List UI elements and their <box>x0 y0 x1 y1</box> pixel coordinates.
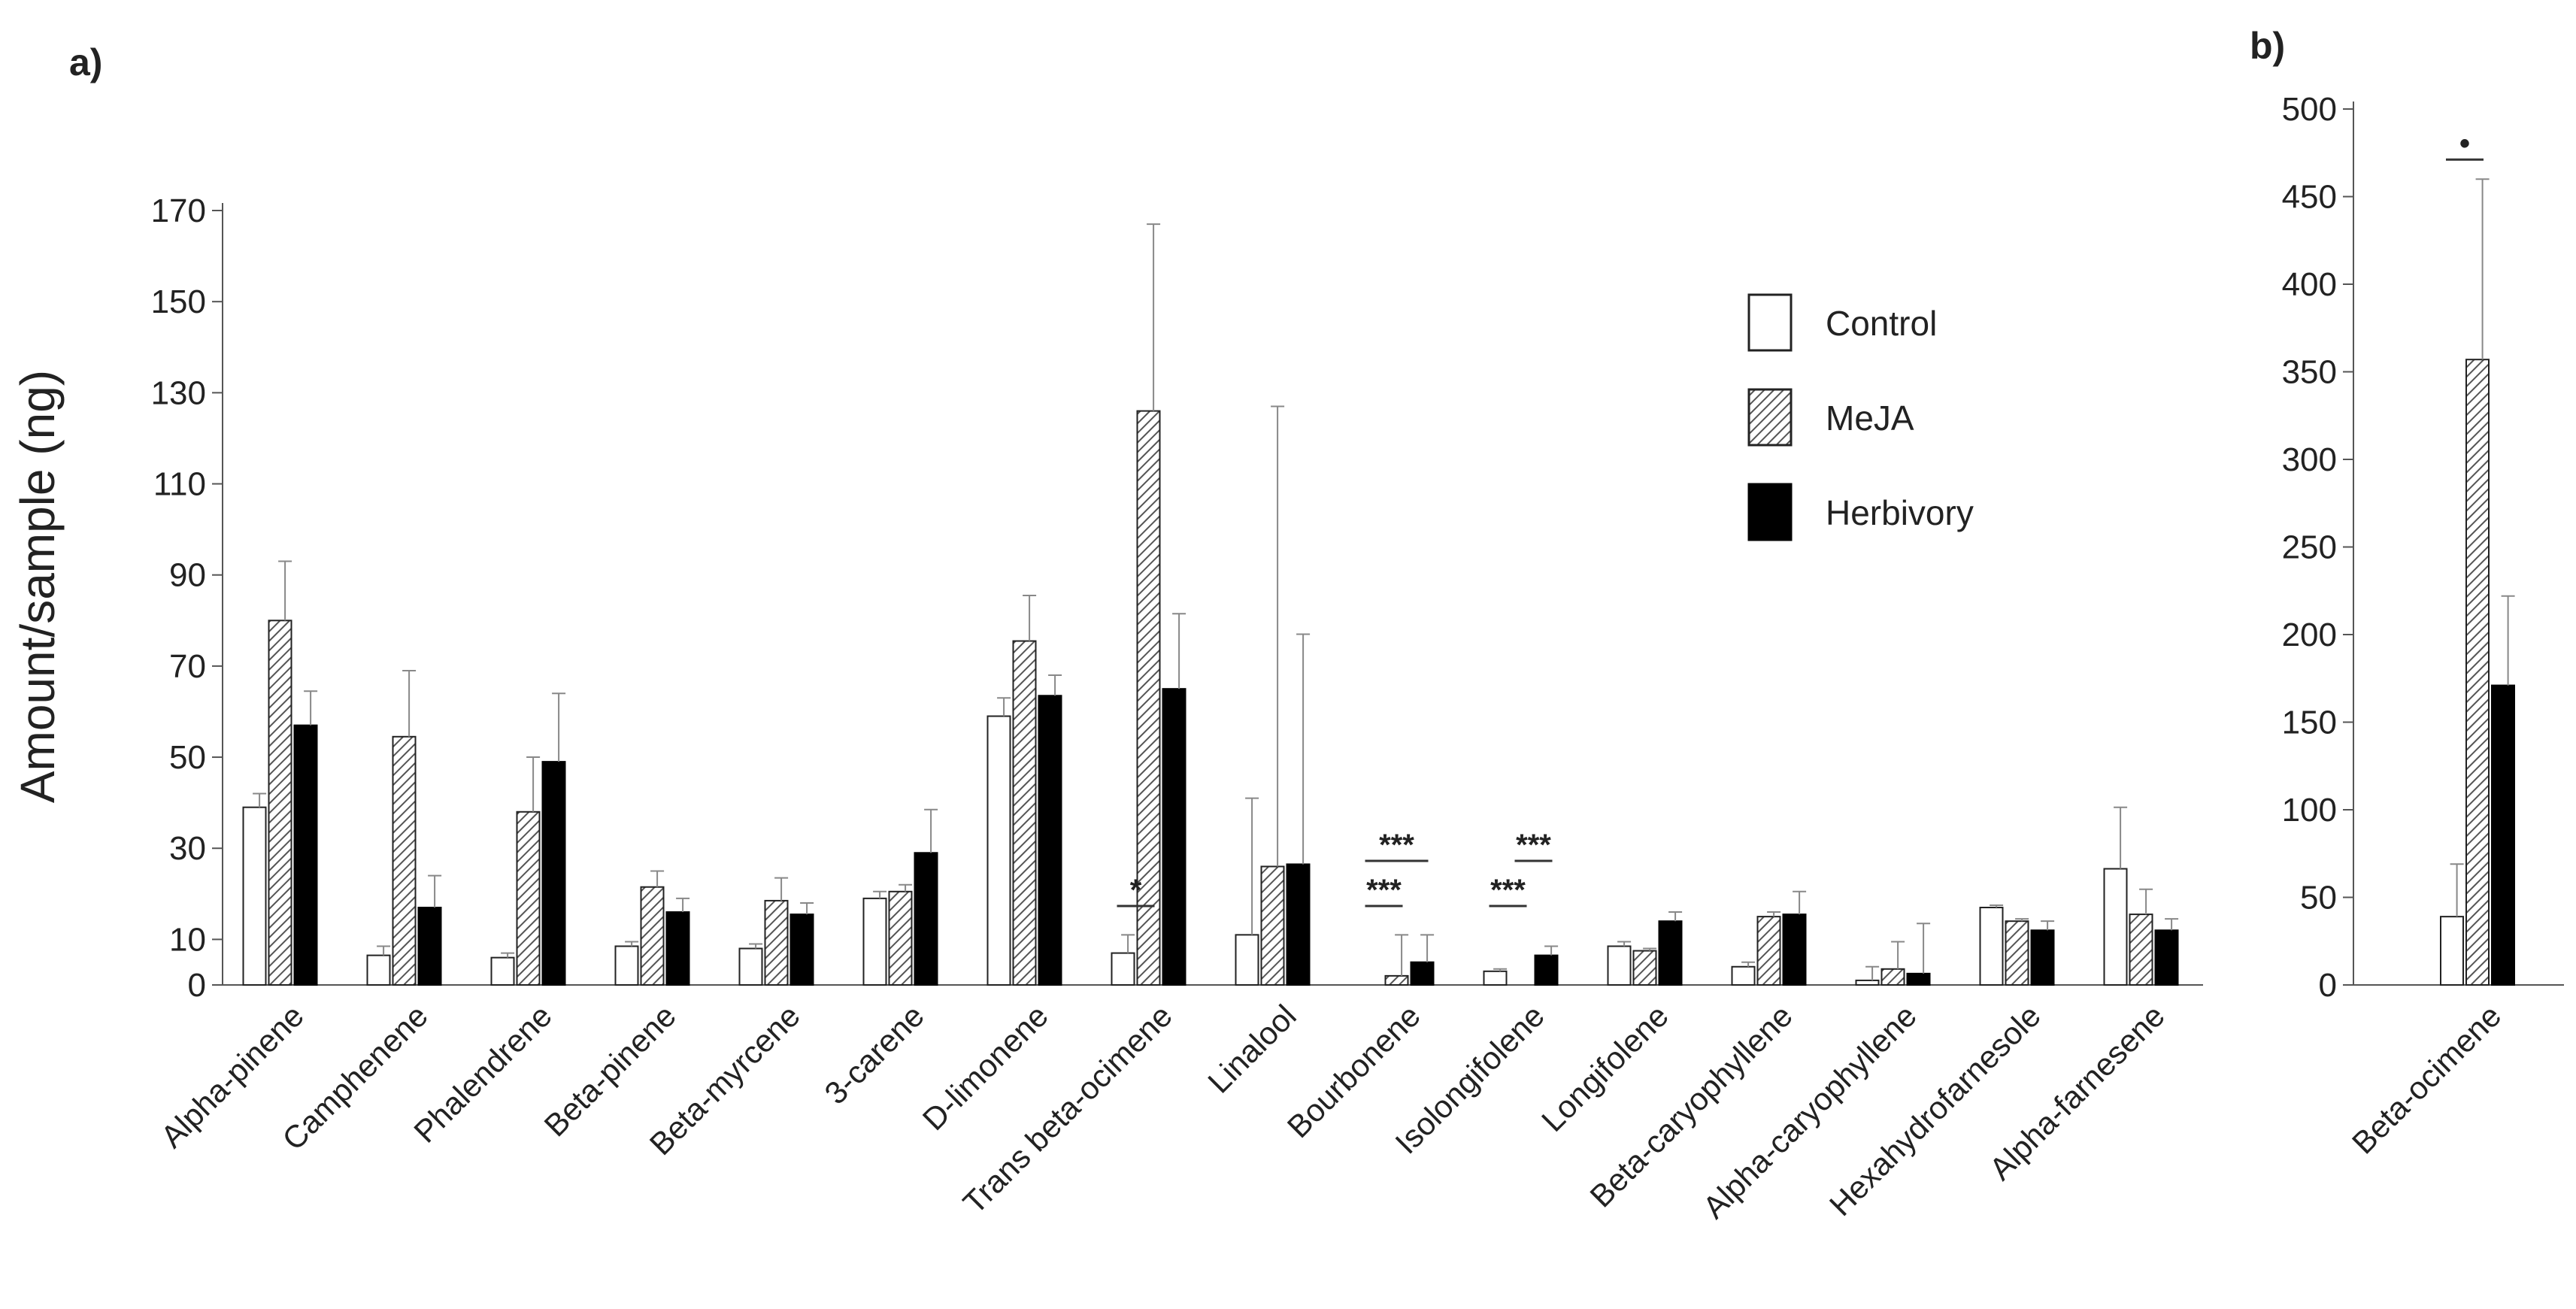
bar-control-d-limonene <box>986 715 1011 986</box>
bar-control-alpha-pinene <box>242 806 267 986</box>
b-ytick-label: 50 <box>2300 880 2337 917</box>
bar-meja-alpha-caryophyllene <box>1880 968 1905 986</box>
b-ytick-label: 150 <box>2282 704 2337 741</box>
b-ytick-label: 450 <box>2282 179 2337 216</box>
significance-marker: • <box>2459 127 2470 160</box>
a-ytick-label: 90 <box>169 557 206 594</box>
bar-meja-longifolene <box>1632 950 1657 986</box>
b-ytick-label: 250 <box>2282 529 2337 566</box>
bar-herbivory-longifolene <box>1658 920 1683 986</box>
legend-label-herbivory: Herbivory <box>1826 493 1974 532</box>
bar-herbivory-linalool <box>1286 863 1311 986</box>
legend-swatch-herbivory <box>1747 483 1793 541</box>
x-tick-label-trans-beta-ocimene: Trans beta-ocimene <box>956 998 1179 1220</box>
bar-control-trans-beta-ocimene <box>1111 952 1135 986</box>
bar-meja-trans-beta-ocimene <box>1136 410 1161 986</box>
a-ytick-label: 0 <box>188 967 206 1004</box>
significance-marker: *** <box>1379 829 1414 862</box>
bar-control-camphenene <box>366 954 391 986</box>
bar-herbivory-bourbonene <box>1410 961 1435 986</box>
b-ytick-label: 300 <box>2282 441 2337 478</box>
bar-herbivory-beta-ocimene <box>2491 684 2515 986</box>
bar-control-beta-ocimene <box>2440 916 2464 986</box>
bar-control-alpha-farnesene <box>2103 868 2128 986</box>
a-ytick-label: 150 <box>151 283 206 320</box>
bar-herbivory-hexahydrofarnesole <box>2030 929 2055 986</box>
y-axis-label: Amount/sample (ng) <box>11 370 65 803</box>
x-tick-label-beta-caryophyllene: Beta-caryophyllene <box>1583 998 1799 1214</box>
x-tick-label-linalool: Linalool <box>1201 998 1303 1100</box>
bar-control-linalool <box>1235 934 1259 986</box>
a-ytick-label: 110 <box>153 466 206 503</box>
x-tick-label-beta-ocimene: Beta-ocimene <box>2345 998 2508 1160</box>
bar-herbivory-beta-pinene <box>665 911 690 986</box>
significance-marker: *** <box>1490 874 1526 907</box>
bar-control-phalendrene <box>490 956 515 986</box>
b-ytick-label: 400 <box>2282 266 2337 303</box>
a-ytick-label: 10 <box>169 921 206 958</box>
legend-label-control: Control <box>1826 304 1937 343</box>
panel-b-chart: 0 50 100 150 200 250 300 350 400 450 500 Beta-ocime… <box>2282 91 2564 1161</box>
bar-meja-alpha-farnesene <box>2129 914 2153 986</box>
b-ytick-label: 350 <box>2282 354 2337 391</box>
bar-control-longifolene <box>1607 945 1632 986</box>
x-tick-label-alpha-caryophyllene: Alpha-caryophyllene <box>1696 998 1923 1225</box>
bar-herbivory-phalendrene <box>541 761 566 986</box>
bar-control-beta-caryophyllene <box>1731 965 1756 986</box>
bar-control-3-carene <box>862 897 887 986</box>
a-ytick-label: 170 <box>151 192 206 229</box>
bar-meja-alpha-pinene <box>268 620 292 986</box>
panel-a-label: a) <box>69 41 102 83</box>
bar-control-hexahydrofarnesole <box>1979 907 2004 986</box>
bar-herbivory-camphenene <box>417 907 442 986</box>
bar-meja-beta-pinene <box>640 886 665 986</box>
b-ytick-label: 100 <box>2282 792 2337 829</box>
bar-meja-d-limonene <box>1012 640 1037 986</box>
bar-herbivory-beta-caryophyllene <box>1782 914 1807 986</box>
a-ytick-label: 50 <box>169 739 206 776</box>
panel-b-label: b) <box>2250 25 2285 67</box>
bar-meja-beta-caryophyllene <box>1756 916 1781 986</box>
b-ytick-label: 500 <box>2282 91 2337 128</box>
b-ytick-label: 0 <box>2319 967 2337 1004</box>
panel-a-chart: 01030507090110130150170Alpha-pineneCamph… <box>151 192 2203 1225</box>
bar-meja-beta-ocimene <box>2465 359 2490 986</box>
bar-control-alpha-caryophyllene <box>1855 979 1880 986</box>
bar-herbivory-alpha-farnesene <box>2154 929 2179 986</box>
bar-control-beta-pinene <box>614 945 639 986</box>
legend-label-meja: MeJA <box>1826 398 1914 438</box>
x-tick-label-3-carene: 3-carene <box>817 998 930 1111</box>
b-ytick-label: 200 <box>2282 617 2337 653</box>
a-ytick-label: 130 <box>151 374 206 411</box>
bar-herbivory-d-limonene <box>1038 695 1062 986</box>
x-tick-label-hexahydrofarnesole: Hexahydrofarnesole <box>1823 998 2047 1223</box>
bar-herbivory-beta-myrcene <box>789 914 814 986</box>
bar-herbivory-3-carene <box>914 852 938 986</box>
a-ytick-label: 70 <box>169 648 206 685</box>
significance-marker: *** <box>1366 874 1402 907</box>
legend-swatch-meja <box>1747 388 1793 447</box>
a-ytick-label: 30 <box>169 830 206 867</box>
bar-herbivory-isolongifolene <box>1534 954 1559 986</box>
legend-swatch-control <box>1747 293 1793 352</box>
bar-control-beta-myrcene <box>738 947 763 986</box>
significance-marker: *** <box>1516 829 1551 862</box>
bar-meja-hexahydrofarnesole <box>2005 920 2029 986</box>
bar-meja-phalendrene <box>516 811 541 986</box>
bar-meja-beta-myrcene <box>764 899 789 986</box>
bar-meja-3-carene <box>888 890 913 986</box>
bar-herbivory-alpha-pinene <box>293 724 318 986</box>
significance-marker: * <box>1130 874 1142 907</box>
bar-meja-bourbonene <box>1384 974 1409 986</box>
bar-meja-camphenene <box>392 735 417 986</box>
bar-herbivory-trans-beta-ocimene <box>1162 688 1186 986</box>
legend: Control MeJA Herbivory <box>1747 293 1974 541</box>
x-tick-label-d-limonene: D-limonene <box>916 998 1055 1137</box>
bar-herbivory-alpha-caryophyllene <box>1906 972 1931 986</box>
bar-meja-linalool <box>1260 865 1285 986</box>
bar-control-isolongifolene <box>1483 970 1508 986</box>
